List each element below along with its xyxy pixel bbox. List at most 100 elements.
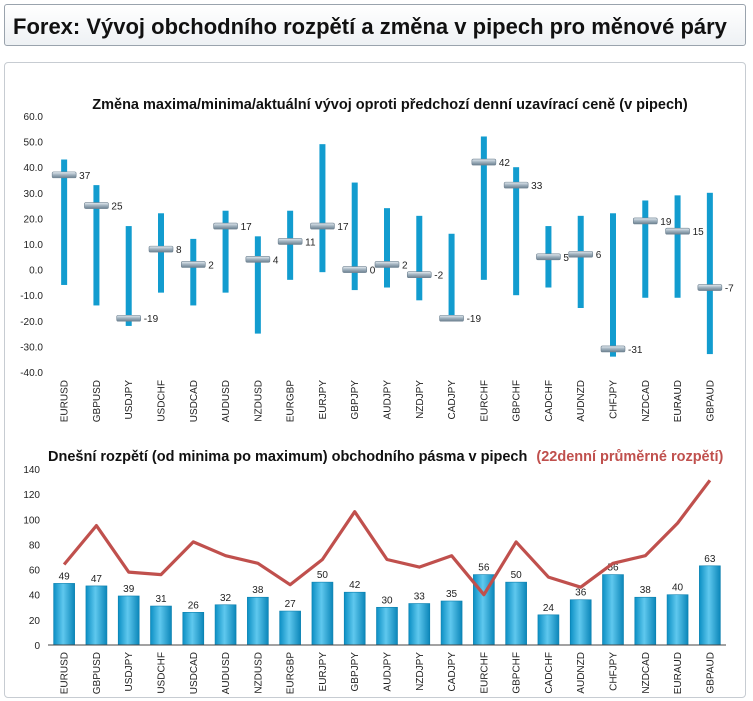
chart2-bar-euraud [666,594,689,646]
chart2-bar-label: 63 [704,554,716,565]
chart1-y-tick: -30.0 [20,342,43,353]
chart1-y-tick: -40.0 [20,368,43,379]
chart1-range-bar-eurjpy [319,144,326,273]
chart1-x-label: EURGBP [286,380,297,423]
chart2-y-tick: 100 [23,515,40,526]
chart1-x-label: AUDNZD [576,380,587,422]
chart2-bar-label: 31 [155,594,167,605]
chart2-bar-usdjpy [117,595,140,646]
chart1-range-bar-gbpaud [706,192,713,355]
chart2-x-label: GBPJPY [350,652,361,692]
chart1-y-tick: 0.0 [29,266,43,277]
chart1-data-label: 8 [176,245,182,256]
chart1-data-label: -7 [725,284,734,295]
chart1-x-label: GBPJPY [350,380,361,420]
chart1-range-bar-nzdjpy [416,215,423,301]
chart2-x-label: GBPAUD [705,652,716,694]
chart2-bar-audusd [214,604,237,646]
chart2-x-label: AUDUSD [221,652,232,694]
chart1-data-label: 33 [531,181,543,192]
chart2-x-label: NZDJPY [415,652,426,691]
chart1-current-marker-chfjpy [600,345,626,353]
chart1-data-label: 17 [241,222,253,233]
chart1-range-bar-eurgbp [287,210,294,280]
chart1-current-marker-euraud [665,227,690,235]
chart1-data-label: 15 [693,227,705,238]
chart1-y-tick: 30.0 [24,189,44,200]
chart1-current-marker-gbpusd [84,202,109,209]
chart2-bar-audnzd [569,599,592,646]
chart2-x-label: USDCAD [189,652,200,694]
chart2-bar-label: 24 [543,603,555,614]
chart2-x-label: NZDCAD [641,652,652,694]
chart1-data-label: 2 [402,260,408,271]
chart2-x-label: EURCHF [479,652,490,694]
chart1-x-label: USDCHF [157,380,168,422]
chart1-data-label: 2 [208,260,214,271]
chart2-x-label: EURAUD [673,652,684,694]
chart1-current-marker-eurchf [471,158,497,166]
chart2-x-label: CHFJPY [609,652,620,691]
chart1-data-label: -19 [467,314,482,325]
chart2-bar-gbpchf [505,581,527,646]
chart2-bar-cadchf [537,614,560,646]
chart2-y-tick: 120 [23,490,40,501]
chart1-y-tick: 60.0 [24,112,44,123]
chart2-x-label: AUDNZD [576,652,587,694]
chart2-bar-label: 26 [188,600,200,611]
chart2-bar-label: 56 [607,563,619,574]
chart1-range-bar-gbpjpy [351,182,358,291]
chart1-current-marker-eurusd [51,171,77,179]
chart1-data-label: 42 [499,158,511,169]
chart1-current-marker-gbpaud [697,284,723,291]
chart2-y-tick: 80 [29,540,41,551]
chart2-y-tick: 60 [29,566,41,577]
chart2-x-label: USDCHF [157,652,168,694]
chart1-x-label: EURJPY [318,380,329,420]
chart2-bar-label: 40 [672,583,684,594]
chart2-y-tick: 140 [23,465,40,476]
chart1-data-label: -19 [144,314,159,325]
chart1-data-label: 25 [111,202,123,213]
chart1-x-label: CHFJPY [609,380,620,419]
chart1-x-label: EURAUD [673,380,684,422]
chart2-x-label: EURUSD [60,652,71,694]
chart2-bar-cadjpy [440,600,463,646]
chart2-bar-usdcad [182,612,205,646]
chart1-x-label: EURCHF [479,380,490,422]
chart2-bar-label: 39 [123,584,135,595]
chart1-data-label: 17 [337,222,349,233]
chart1-current-marker-audnzd [568,250,594,258]
chart2-x-label: EURJPY [318,652,329,692]
chart2-bar-label: 38 [640,585,652,596]
chart2-average-range-line [62,479,712,597]
chart1-current-marker-eurjpy [310,222,335,230]
chart1-data-label: 0 [370,266,376,277]
chart1-y-tick: -10.0 [20,291,43,302]
chart1-current-marker-usdjpy [116,314,142,322]
chart1-y-tick: -20.0 [20,317,43,328]
chart1-x-label: GBPCHF [512,380,523,422]
chart1-range-bar-gbpchf [513,167,520,296]
chart1-x-label: GBPUSD [92,380,103,422]
chart2-title-main: Dnešní rozpětí (od minima po maximum) ob… [48,449,527,465]
chart2-bar-label: 50 [317,570,329,581]
chart2-bar-gbpusd [85,585,108,646]
chart2-y-tick: 40 [29,591,41,602]
chart1-range-bar-audjpy [384,208,390,288]
chart2-x-label: CADJPY [447,652,458,692]
chart1-current-marker-eurgbp [277,238,303,245]
chart1-range-bar-cadjpy [448,233,455,321]
chart2-bar-label: 56 [478,563,490,574]
chart2-bar-label: 38 [252,585,264,596]
chart2-bar-nzdcad [634,596,657,646]
chart1-x-label: NZDCAD [641,380,652,422]
chart2-bar-label: 32 [220,593,232,604]
chart2-bar-label: 49 [59,571,71,582]
range-change-chart: Změna maxima/minima/aktuální vývoj oprot… [20,97,734,423]
chart2-title: Dnešní rozpětí (od minima po maximum) ob… [48,449,723,465]
daily-range-chart: Dnešní rozpětí (od minima po maximum) ob… [23,449,726,694]
chart1-range-bar-euraud [674,195,681,298]
chart2-bar-label: 47 [91,574,103,585]
chart1-y-tick: 50.0 [24,138,44,149]
